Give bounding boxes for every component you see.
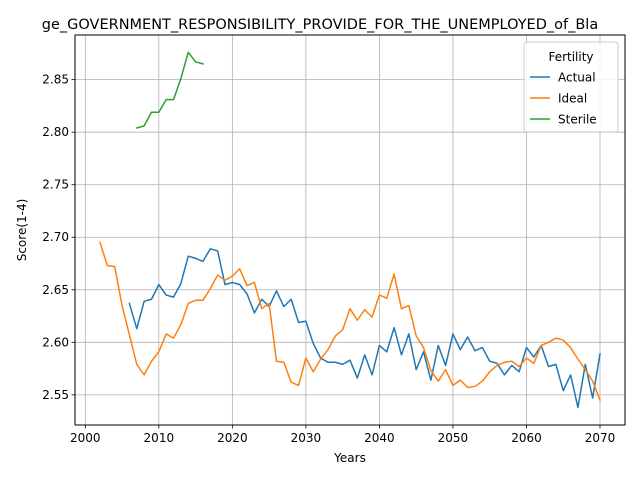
x-tick-label: 2060 xyxy=(511,431,542,445)
x-tick-label: 2070 xyxy=(585,431,616,445)
legend-label-ideal: Ideal xyxy=(558,92,587,106)
x-tick-label: 2000 xyxy=(70,431,101,445)
y-tick-label: 2.75 xyxy=(42,178,69,192)
x-axis-label: Years xyxy=(333,451,366,465)
x-tick-label: 2010 xyxy=(144,431,175,445)
y-tick-label: 2.65 xyxy=(42,283,69,297)
series-line-ideal xyxy=(99,241,601,402)
y-tick-label: 2.70 xyxy=(42,230,69,244)
legend-label-actual: Actual xyxy=(558,71,596,85)
y-tick-label: 2.55 xyxy=(42,388,69,402)
x-tick-label: 2050 xyxy=(438,431,469,445)
legend: Fertility Actual Ideal Sterile xyxy=(523,41,619,133)
y-tick-label: 2.85 xyxy=(42,73,69,87)
x-tick-label: 2030 xyxy=(291,431,322,445)
legend-label-sterile: Sterile xyxy=(558,113,597,127)
series-line-sterile xyxy=(135,51,204,129)
y-axis: 2.55 2.60 2.65 2.70 2.75 2.80 2.85 xyxy=(42,73,75,402)
plot-area: 2000 2010 2020 2030 2040 2050 2060 2070 2.55 2.6… xyxy=(42,34,626,445)
x-tick-label: 2040 xyxy=(364,431,395,445)
chart-title: ge_GOVERNMENT_RESPONSIBILITY_PROVIDE_FOR… xyxy=(42,17,598,33)
legend-box xyxy=(523,41,619,133)
legend-title: Fertility xyxy=(548,50,593,64)
y-tick-label: 2.60 xyxy=(42,335,69,349)
x-tick-label: 2020 xyxy=(217,431,248,445)
series-lines xyxy=(99,51,601,409)
x-axis: 2000 2010 2020 2030 2040 2050 2060 2070 xyxy=(70,425,615,445)
y-axis-label: Score(1-4) xyxy=(15,199,29,262)
y-tick-label: 2.80 xyxy=(42,125,69,139)
axes-frame xyxy=(74,34,626,426)
legend-entries: Actual Ideal Sterile xyxy=(530,71,597,127)
